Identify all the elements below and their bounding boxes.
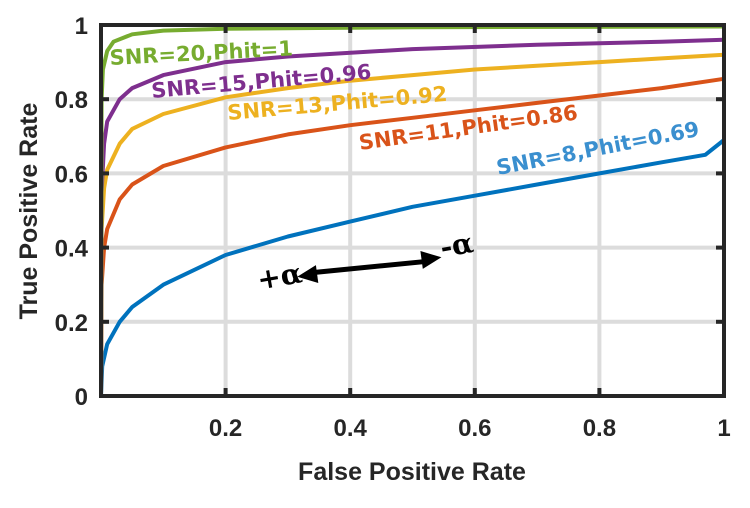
y-tick-label: 0.8 bbox=[55, 87, 88, 114]
axes: 0.2 0.4 0.6 0.8 1 0 0.2 0.4 0.6 0.8 1 bbox=[55, 13, 731, 442]
roc-curve-1 bbox=[99, 76, 725, 397]
roc-curve-0 bbox=[99, 138, 726, 397]
x-tick-label: 0.8 bbox=[583, 415, 616, 442]
roc-curve-3 bbox=[99, 37, 725, 397]
arrow-head-left bbox=[297, 265, 319, 283]
curve-label-4: SNR=20,Phit=1 bbox=[109, 36, 293, 70]
roc-curve-2 bbox=[99, 52, 725, 397]
y-axis-label: True Positive Rate bbox=[15, 103, 43, 320]
minus-alpha-label: -α bbox=[438, 226, 476, 264]
double-arrow-shaft bbox=[311, 258, 428, 276]
curves bbox=[99, 24, 726, 397]
y-tick-label: 0.4 bbox=[55, 236, 89, 263]
axes-box bbox=[99, 23, 726, 398]
arrow-head-right bbox=[420, 251, 442, 269]
y-tick-label: 0.6 bbox=[55, 161, 88, 188]
y-tick-label: 0.2 bbox=[55, 310, 88, 337]
y-tick-label: 0 bbox=[75, 384, 88, 411]
x-tick-label: 1 bbox=[717, 415, 730, 442]
x-axis-label: False Positive Rate bbox=[298, 458, 526, 486]
x-tick-label: 0.4 bbox=[334, 415, 368, 442]
x-tick-label: 0.2 bbox=[209, 415, 242, 442]
plus-alpha-label: +α bbox=[255, 256, 305, 296]
x-tick-label: 0.6 bbox=[458, 415, 491, 442]
y-tick-label: 1 bbox=[75, 13, 88, 40]
